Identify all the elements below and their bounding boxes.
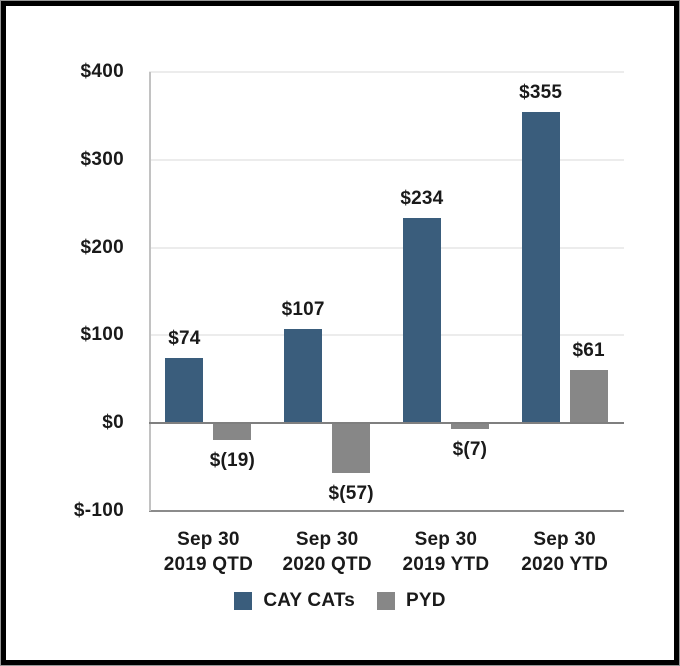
x-axis-label: Sep 30 2019 QTD [163,529,253,575]
bar-cay-cats [165,358,204,424]
legend: CAY CATs PYD [6,590,674,612]
y-axis-label: $-100 [73,500,124,521]
bar-value-label: $355 [519,81,563,103]
bar-cay-cats [521,111,560,424]
gridline [149,71,624,73]
legend-label: PYD [406,590,446,611]
x-axis-label: Sep 30 2020 QTD [282,529,372,575]
y-axis-label: $0 [102,412,124,434]
legend-label: CAY CATs [263,590,356,611]
bar-cay-cats [402,217,441,424]
gridline [149,246,624,249]
x-axis-label: Sep 30 2019 YTD [402,529,490,575]
legend-swatch-pyd [377,592,396,610]
legend-item: PYD [377,590,446,612]
chart: $400 $300 $200 $100 $0 $-100 $74 $107 $234 $355 $(… [6,6,674,660]
bar-value-label: $234 [400,187,444,209]
gridline [149,158,624,161]
bar-cay-cats [284,329,323,424]
bar-pyd [450,423,489,430]
y-axis-label: $400 [80,61,124,82]
gridline [149,334,624,337]
legend-swatch-cay-cats [234,592,253,610]
y-axis-label: $100 [80,324,124,346]
bar-value-label: $74 [168,328,201,350]
bar-value-label: $(19) [209,449,256,471]
y-axis-label: $300 [80,148,124,170]
y-axis-label: $200 [80,236,124,258]
axis-base-line [149,510,624,512]
bar-value-label: $61 [572,339,605,361]
bar-value-label: $107 [281,299,325,321]
bar-value-label: $(7) [452,439,488,461]
legend-item: CAY CATs [234,590,355,612]
bar-pyd [213,423,252,440]
bar-pyd [332,423,371,474]
bar-value-label: $(57) [328,483,374,505]
bar-pyd [569,369,608,424]
x-axis-label: Sep 30 2020 YTD [521,529,609,575]
zero-line [149,422,624,425]
y-axis-line [149,72,151,511]
